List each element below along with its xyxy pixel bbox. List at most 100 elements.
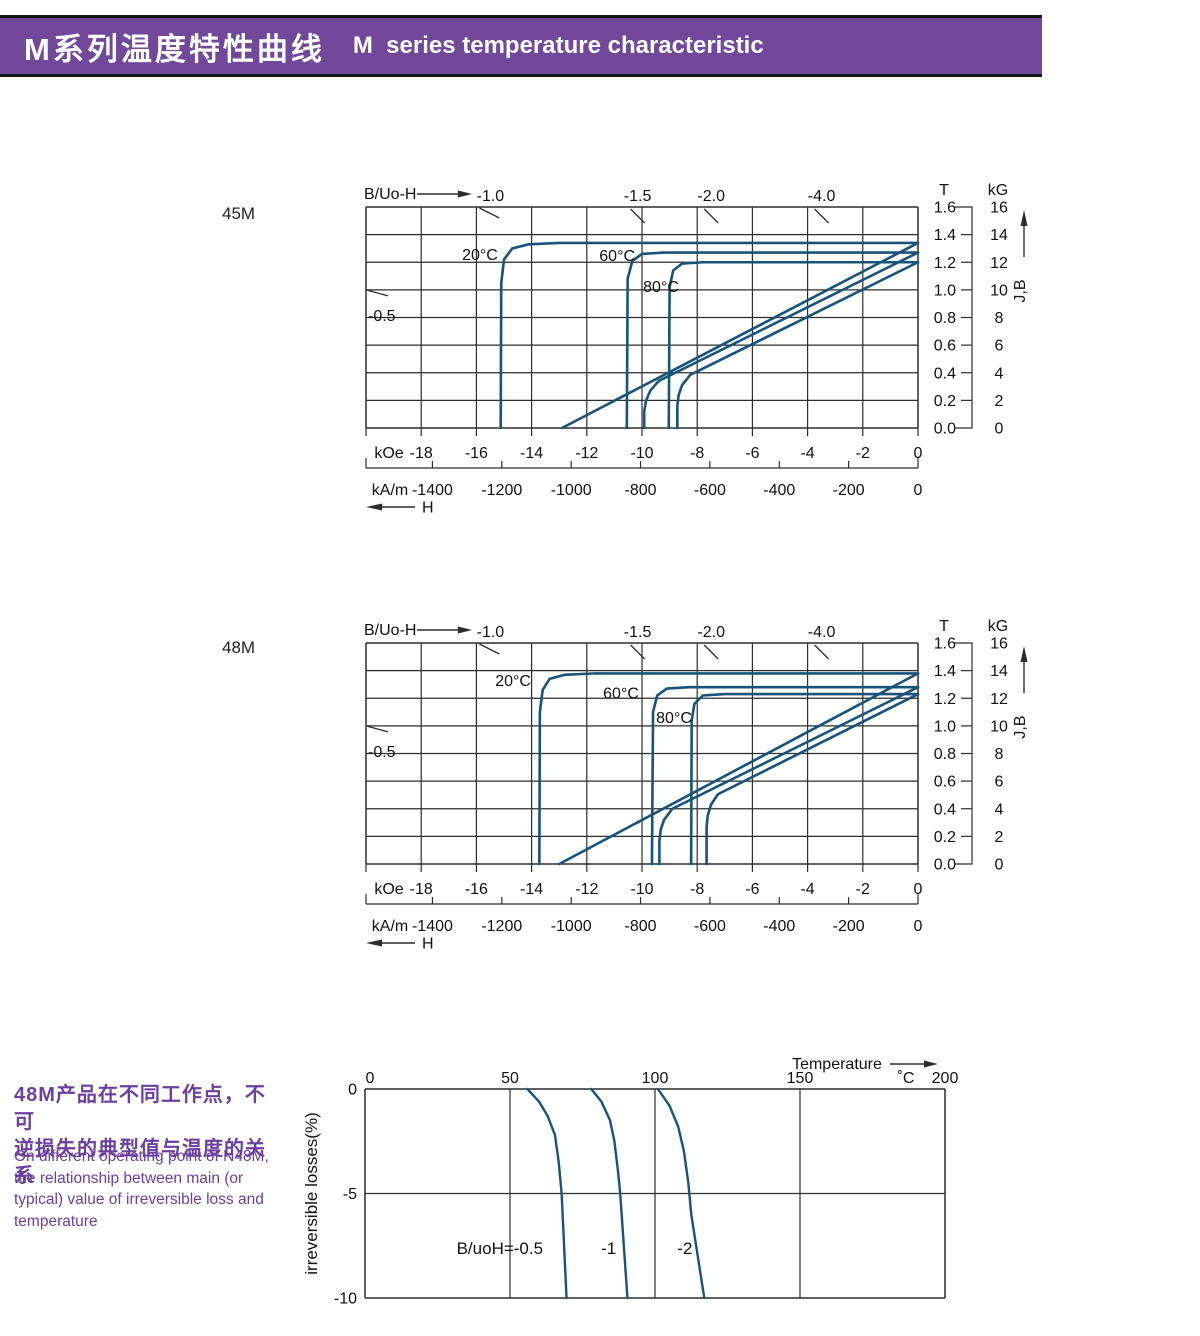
kam-tick-label: -1400: [412, 482, 453, 499]
temp-arrow-icon: [924, 1060, 938, 1068]
kam-tick-label: -800: [625, 918, 657, 935]
kg-tick-label: 14: [990, 227, 1008, 244]
jb-arrow-icon: [1020, 646, 1028, 662]
load-line-slash: [365, 289, 389, 297]
koe-tick-label: -10: [630, 445, 653, 462]
b-curve-80°C: [705, 692, 920, 866]
kg-tick-label: 4: [995, 801, 1004, 818]
t-tick-label: 0.6: [934, 774, 956, 791]
curve-temp-label: 60°C: [603, 685, 639, 702]
load-line-slash: [365, 725, 389, 733]
koe-tick-label: -2: [856, 445, 870, 462]
koe-tick-label: 0: [914, 445, 923, 462]
b-curve-60°C: [642, 251, 920, 430]
t-tick-label: 0.6: [934, 338, 956, 355]
load-line-slash: [479, 207, 500, 219]
temp-tick-label: 0: [366, 1070, 375, 1087]
t-tick-label: 1.4: [934, 227, 956, 244]
koe-tick-label: -14: [520, 445, 543, 462]
loss-tick-label: 0: [348, 1082, 357, 1099]
buoh-axis-label: B/Uo-H: [364, 186, 416, 203]
kam-tick-label: 0: [914, 918, 923, 935]
loss-tick-label: -5: [343, 1186, 357, 1203]
koe-tick-label: -2: [856, 881, 870, 898]
buoh-arrow-icon: [458, 190, 472, 198]
kam-tick-label: -1400: [412, 918, 453, 935]
load-line-label: -1.0: [477, 188, 505, 205]
load-line-slash: [814, 644, 830, 660]
koe-unit-label: kOe: [374, 445, 403, 462]
koe-tick-label: -10: [630, 881, 653, 898]
side-note-zh-line2: 逆损失的典型值与温度的关系: [14, 1138, 266, 1187]
grade-label-48m: 48M: [222, 638, 256, 657]
loss-curve B/uoH=-0.5: [526, 1087, 568, 1300]
demag-48m-chart: kOe -18 -16 -14 -12 -10 -8 -6 -4 -2 0 kA/m -1400 -120…: [364, 618, 1029, 953]
t-tick-label: 1.0: [934, 282, 956, 299]
load-line-label: -4.0: [808, 188, 836, 205]
demag-45m-chart: kOe -18 -16 -14 -12 -10 -8 -6 -4 -2 0 kA/m -1400 -120…: [364, 182, 1029, 517]
loss-curve-label: B/uoH=-0.5: [457, 1239, 543, 1258]
jb-arrow-icon: [1020, 210, 1028, 226]
kam-tick-label: -400: [763, 918, 795, 935]
page-title-zh: M系列温度特性曲线: [24, 31, 325, 67]
t-tick-label: 0.2: [934, 393, 956, 410]
kg-tick-label: 6: [995, 338, 1004, 355]
b-curve-80°C: [676, 260, 920, 430]
b-curve-20°C: [557, 672, 920, 866]
curve-temp-label: 60°C: [599, 248, 635, 265]
t-tick-label: 0.4: [934, 801, 956, 818]
kg-tick-label: 10: [990, 718, 1008, 735]
side-note-en-line1: On different operating point of N48M,: [14, 1148, 269, 1165]
j-curve-20°C: [499, 241, 920, 430]
header-band: M系列温度特性曲线 M series temperature character…: [0, 15, 1042, 77]
koe-tick-label: -4: [800, 445, 814, 462]
koe-tick-label: 0: [914, 881, 923, 898]
loss-curve -2: [656, 1087, 706, 1300]
load-line-label: -4.0: [808, 624, 836, 641]
t-tick-label: 0.8: [934, 310, 956, 327]
t-unit-label: T: [939, 182, 949, 199]
t-tick-label: 1.0: [934, 718, 956, 735]
jb-axis-label: J,B: [1012, 715, 1029, 738]
buoh-axis-label: B/Uo-H: [364, 622, 416, 639]
koe-tick-label: -6: [745, 881, 759, 898]
curve-temp-label: 20°C: [462, 247, 498, 264]
side-note-en: On different operating point of N48M, th…: [14, 1146, 286, 1232]
kam-tick-label: -1200: [481, 918, 522, 935]
t-tick-label: 0.8: [934, 746, 956, 763]
loss-curve-label: -1: [601, 1239, 616, 1258]
loss-curve-label: -2: [677, 1239, 692, 1258]
t-tick-label: 1.4: [934, 663, 956, 680]
kg-tick-label: 4: [995, 365, 1004, 382]
load-line-label: -2.0: [697, 624, 725, 641]
kam-unit-label: kA/m: [372, 482, 408, 499]
koe-tick-label: -12: [575, 445, 598, 462]
t-tick-label: 1.6: [934, 200, 956, 217]
kg-tick-label: 10: [990, 282, 1008, 299]
side-note-en-line3: typical) value of irreversible loss and: [14, 1191, 264, 1208]
curve-temp-label: 80°C: [643, 279, 679, 296]
kam-tick-label: -1000: [551, 918, 592, 935]
h-arrow-icon: [366, 939, 382, 947]
kg-tick-label: 8: [995, 310, 1004, 327]
kam-tick-label: -600: [694, 918, 726, 935]
kam-tick-label: -600: [694, 482, 726, 499]
load-line-slash: [703, 208, 719, 224]
kam-tick-label: -1000: [551, 482, 592, 499]
temp-unit-label: ˚C: [898, 1070, 915, 1087]
j-curve-80°C: [667, 260, 920, 430]
kg-tick-label: 2: [995, 829, 1004, 846]
kg-tick-label: 8: [995, 746, 1004, 763]
load-line-label: -1.5: [624, 188, 652, 205]
koe-tick-label: -18: [410, 445, 433, 462]
kam-tick-label: 0: [914, 482, 923, 499]
kam-unit-label: kA/m: [372, 918, 408, 935]
kg-unit-label: kG: [988, 182, 1008, 199]
kam-tick-label: -1200: [481, 482, 522, 499]
j-curve-60°C: [650, 685, 920, 866]
koe-tick-label: -8: [690, 445, 704, 462]
page-title-en: M series temperature characteristic: [352, 32, 764, 59]
kg-tick-label: 0: [995, 857, 1004, 874]
